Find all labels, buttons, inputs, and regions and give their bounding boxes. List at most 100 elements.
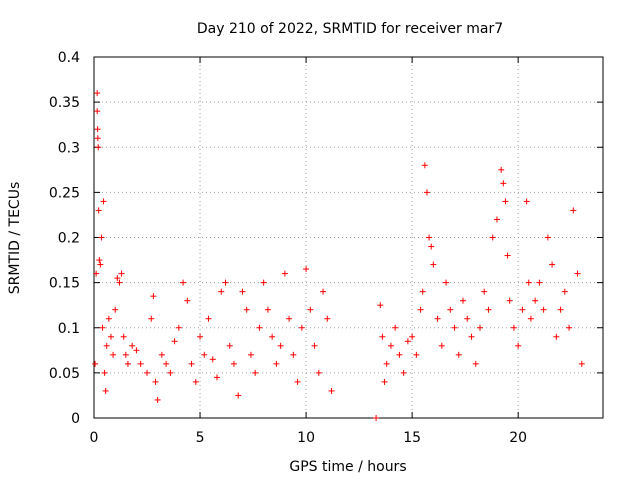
data-point [180, 279, 187, 286]
data-point [493, 216, 500, 223]
data-point [188, 360, 195, 367]
data-point [101, 369, 108, 376]
data-point [419, 288, 426, 295]
data-point [481, 288, 488, 295]
data-point [93, 270, 100, 277]
data-point [455, 351, 462, 358]
x-tick-label: 0 [90, 430, 99, 446]
y-tick-label: 0.4 [58, 50, 80, 66]
y-tick-label: 0.1 [58, 321, 80, 337]
data-point [421, 162, 428, 169]
data-point [379, 333, 386, 340]
data-point [400, 369, 407, 376]
data-point [137, 360, 144, 367]
data-point [133, 347, 140, 354]
data-point [277, 342, 284, 349]
data-point [307, 306, 314, 313]
data-point [510, 324, 517, 331]
y-axis-label: SRMTID / TECUs [7, 182, 23, 295]
data-point [112, 306, 119, 313]
data-point [175, 324, 182, 331]
data-point [426, 234, 433, 241]
data-point [423, 189, 430, 196]
chart-title: Day 210 of 2022, SRMTID for receiver mar… [197, 21, 503, 37]
data-point [269, 333, 276, 340]
data-point [373, 415, 380, 421]
data-point [167, 369, 174, 376]
data-point [525, 279, 532, 286]
grid-lines [94, 57, 603, 418]
data-point [417, 306, 424, 313]
x-tick-label: 20 [509, 430, 527, 446]
y-tick-label: 0.05 [49, 366, 80, 382]
data-point [114, 275, 121, 282]
data-point [92, 360, 99, 367]
data-point [549, 261, 556, 268]
data-point [102, 387, 109, 394]
data-point [485, 306, 492, 313]
data-point [553, 333, 560, 340]
data-point [107, 333, 114, 340]
data-point [578, 360, 585, 367]
x-tick-label: 10 [297, 430, 315, 446]
data-point [218, 288, 225, 295]
data-point [311, 342, 318, 349]
data-point [209, 356, 216, 363]
data-point [468, 333, 475, 340]
data-point [443, 279, 450, 286]
data-point [500, 180, 507, 187]
data-point [260, 279, 267, 286]
y-tick-label: 0.3 [58, 140, 80, 156]
data-point [144, 369, 151, 376]
data-point [523, 198, 530, 205]
data-point [243, 306, 250, 313]
data-point [96, 257, 103, 264]
data-point [409, 333, 416, 340]
data-point [118, 270, 125, 277]
data-point [434, 315, 441, 322]
data-point [129, 342, 136, 349]
data-point [98, 234, 105, 241]
data-point [413, 351, 420, 358]
data-point [252, 369, 259, 376]
y-tick-label: 0.2 [58, 231, 80, 247]
data-point [544, 234, 551, 241]
data-point [264, 306, 271, 313]
data-point [281, 270, 288, 277]
data-point [163, 360, 170, 367]
data-point [438, 342, 445, 349]
data-point [303, 266, 310, 273]
data-point [574, 270, 581, 277]
data-point [214, 374, 221, 381]
data-point [94, 135, 101, 142]
data-point [476, 324, 483, 331]
data-point [324, 315, 331, 322]
data-point [94, 90, 101, 97]
data-point [184, 297, 191, 304]
data-point [235, 392, 242, 399]
data-point [404, 338, 411, 345]
x-axis-label: GPS time / hours [289, 459, 406, 475]
data-point [460, 297, 467, 304]
data-points [92, 90, 585, 421]
data-point [152, 378, 159, 385]
data-point [230, 360, 237, 367]
data-point [430, 261, 437, 268]
data-point [464, 315, 471, 322]
data-point [286, 315, 293, 322]
data-point [95, 207, 102, 214]
data-point [239, 288, 246, 295]
data-point [447, 306, 454, 313]
data-point [298, 324, 305, 331]
data-point [95, 144, 102, 151]
data-point [504, 252, 511, 259]
data-point [383, 360, 390, 367]
data-point [201, 351, 208, 358]
data-point [256, 324, 263, 331]
data-point [557, 306, 564, 313]
data-point [103, 342, 110, 349]
data-point [222, 279, 229, 286]
data-point [226, 342, 233, 349]
data-point [570, 207, 577, 214]
y-tick-label: 0 [71, 411, 80, 427]
